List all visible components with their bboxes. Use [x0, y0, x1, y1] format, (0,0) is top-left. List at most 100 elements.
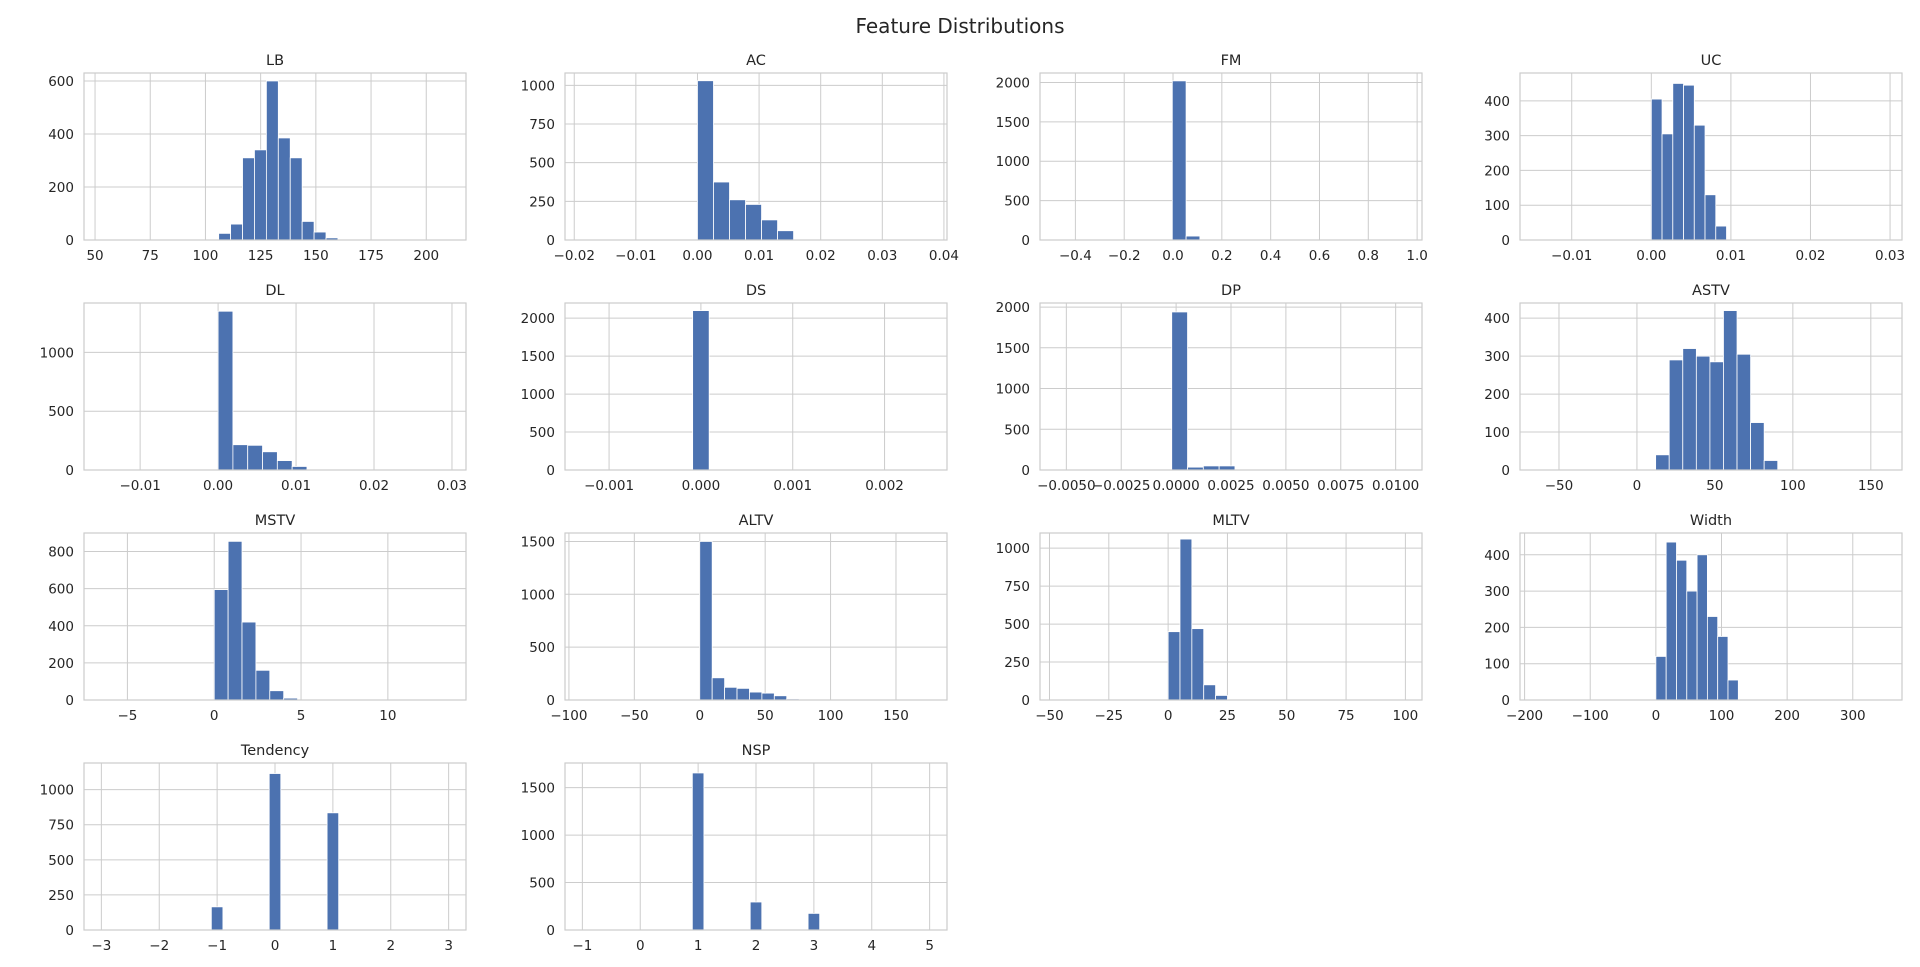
y-tick-label: 250 — [48, 888, 74, 904]
histogram-bar — [1693, 124, 1706, 241]
x-tick-label: 0.01 — [744, 248, 774, 264]
subplot-title: DL — [265, 283, 284, 299]
axes-frame — [83, 532, 467, 701]
histogram-bar — [242, 157, 255, 241]
axes-frame — [564, 532, 948, 701]
y-tick-label: 400 — [48, 127, 74, 143]
x-tick-label: 150 — [883, 708, 909, 724]
x-tick-label: 0.00 — [682, 248, 712, 264]
x-tick-label: −0.01 — [1551, 248, 1592, 264]
y-tick-label: 300 — [1484, 584, 1510, 600]
y-tick-label: 2000 — [996, 300, 1030, 316]
x-tick-label: 0.0000 — [1152, 478, 1199, 494]
histogram-nsp: NSP −1 0 1 2 3 4 5 0 500 1000 1500 — [521, 743, 948, 954]
y-tick-label: 500 — [48, 853, 74, 869]
y-tick-label: 100 — [1484, 657, 1510, 673]
histogram-bar — [218, 232, 232, 241]
y-tick-label: 600 — [48, 582, 74, 598]
axes-frame — [83, 72, 467, 241]
x-tick-label: −0.01 — [615, 248, 656, 264]
x-tick-label: −100 — [1572, 708, 1609, 724]
axes-frame — [1519, 302, 1903, 471]
y-tick-label: 500 — [1004, 194, 1030, 210]
y-tick-label: 0 — [1501, 233, 1510, 249]
histogram-bar — [227, 540, 243, 701]
subplot-title: ASTV — [1692, 283, 1730, 299]
y-tick-label: 0 — [1021, 463, 1030, 479]
y-tick-label: 800 — [48, 545, 74, 561]
histogram-bar — [1763, 460, 1779, 471]
histogram-mstv: MSTV −5 0 5 10 0 200 400 600 800 — [48, 513, 467, 724]
histogram-bar — [210, 906, 224, 931]
y-tick-label: 1500 — [521, 781, 555, 797]
histogram-bar — [1717, 636, 1729, 701]
y-tick-label: 1000 — [521, 78, 555, 94]
x-tick-label: 300 — [1840, 708, 1866, 724]
y-tick-label: 0 — [65, 923, 74, 939]
x-tick-label: −0.0025 — [1092, 478, 1151, 494]
x-tick-label: 75 — [1337, 708, 1354, 724]
subplot-title: Tendency — [240, 743, 310, 759]
histogram-bar — [1672, 83, 1684, 241]
x-tick-label: −1 — [207, 938, 227, 954]
histogram-bar — [729, 199, 746, 241]
histogram-bar — [745, 204, 762, 241]
histogram-bar — [268, 773, 282, 931]
y-tick-label: 2000 — [521, 311, 555, 327]
x-tick-label: −100 — [550, 708, 587, 724]
x-tick-label: 3 — [810, 938, 819, 954]
y-tick-label: 200 — [1484, 163, 1510, 179]
subplot-title: MSTV — [255, 513, 296, 529]
x-tick-label: 150 — [303, 248, 329, 264]
y-tick-label: 500 — [48, 404, 74, 420]
subplot-title: NSP — [742, 743, 771, 759]
axes-frame — [1039, 302, 1423, 471]
x-tick-label: 0.02 — [359, 478, 389, 494]
y-tick-label: 400 — [1484, 94, 1510, 110]
histogram-bar — [232, 444, 249, 471]
x-tick-label: 4 — [867, 938, 876, 954]
x-tick-label: 0 — [271, 938, 280, 954]
histogram-bar — [1171, 80, 1187, 241]
y-tick-label: 1000 — [996, 154, 1030, 170]
histogram-lb: LB 50 75 100 125 150 175 200 0 200 400 600 — [48, 53, 467, 264]
x-tick-label: 0.02 — [1795, 248, 1825, 264]
y-tick-label: 750 — [1004, 579, 1030, 595]
x-tick-label: 0.000 — [682, 478, 721, 494]
axes-frame — [83, 762, 467, 931]
histogram-bar — [313, 231, 327, 241]
histogram-bar — [213, 589, 229, 701]
y-tick-label: 0 — [1021, 233, 1030, 249]
x-tick-label: 100 — [193, 248, 219, 264]
histogram-bar — [1676, 559, 1688, 701]
axes-frame — [1039, 532, 1423, 701]
x-tick-label: 100 — [1780, 478, 1806, 494]
y-tick-label: 1000 — [996, 382, 1030, 398]
histogram-dp: DP −0.0050−0.0025 0.0000 0.0025 0.0050 0.0075… — [996, 283, 1423, 494]
x-tick-label: 50 — [1278, 708, 1295, 724]
x-tick-label: 0.00 — [203, 478, 233, 494]
y-tick-label: 0 — [65, 693, 74, 709]
y-tick-label: 250 — [529, 194, 555, 210]
x-tick-label: 0.001 — [773, 478, 812, 494]
y-tick-label: 1500 — [521, 349, 555, 365]
subplot-title: AC — [746, 53, 766, 69]
x-tick-label: 0.8 — [1358, 248, 1379, 264]
histogram-bar — [230, 223, 243, 241]
histogram-dl: DL −0.01 0.00 0.01 0.02 0.03 0 500 1000 — [40, 283, 467, 494]
x-tick-label: 0 — [695, 708, 704, 724]
histogram-bar — [697, 80, 714, 241]
x-tick-label: 0.002 — [865, 478, 904, 494]
axes-frame — [83, 302, 467, 471]
y-tick-label: 750 — [48, 818, 74, 834]
x-tick-label: 0.03 — [1875, 248, 1905, 264]
histogram-bar — [269, 690, 285, 701]
histogram-bar — [289, 157, 303, 241]
x-tick-label: 0.0025 — [1207, 478, 1254, 494]
subplot-title: Width — [1690, 513, 1732, 529]
x-tick-label: 5 — [297, 708, 306, 724]
x-tick-label: 75 — [142, 248, 159, 264]
histogram-bar — [265, 80, 279, 241]
histogram-bar — [277, 137, 291, 241]
